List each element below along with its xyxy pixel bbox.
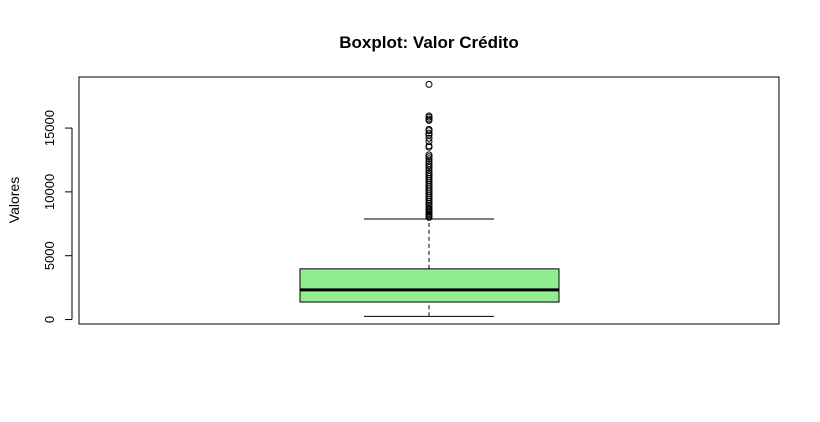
outlier-point — [425, 127, 433, 135]
y-tick-label: 5000 — [42, 241, 57, 270]
outlier-point — [425, 164, 433, 172]
y-tick-label: 10000 — [42, 174, 57, 210]
outlier-point — [425, 197, 433, 205]
y-axis-label: Valores — [6, 177, 22, 223]
outlier-point — [425, 213, 433, 221]
outlier-point — [425, 162, 433, 170]
outlier-point — [425, 116, 433, 124]
iqr-box — [299, 268, 560, 303]
y-axis: 0 5000 10000 15000 — [42, 110, 73, 323]
outlier-point — [425, 134, 433, 142]
outlier-point — [425, 113, 433, 121]
outlier-points — [425, 80, 433, 221]
y-tick-label: 0 — [42, 316, 57, 323]
outlier-point — [425, 155, 433, 163]
boxplot-series — [299, 218, 560, 317]
outlier-point — [425, 80, 433, 88]
outlier-point — [425, 143, 433, 151]
chart-title: Boxplot: Valor Crédito — [339, 33, 518, 52]
y-tick-label: 15000 — [42, 110, 57, 146]
outlier-point — [425, 153, 433, 161]
outlier-point — [425, 129, 433, 137]
plot-frame — [78, 76, 780, 325]
